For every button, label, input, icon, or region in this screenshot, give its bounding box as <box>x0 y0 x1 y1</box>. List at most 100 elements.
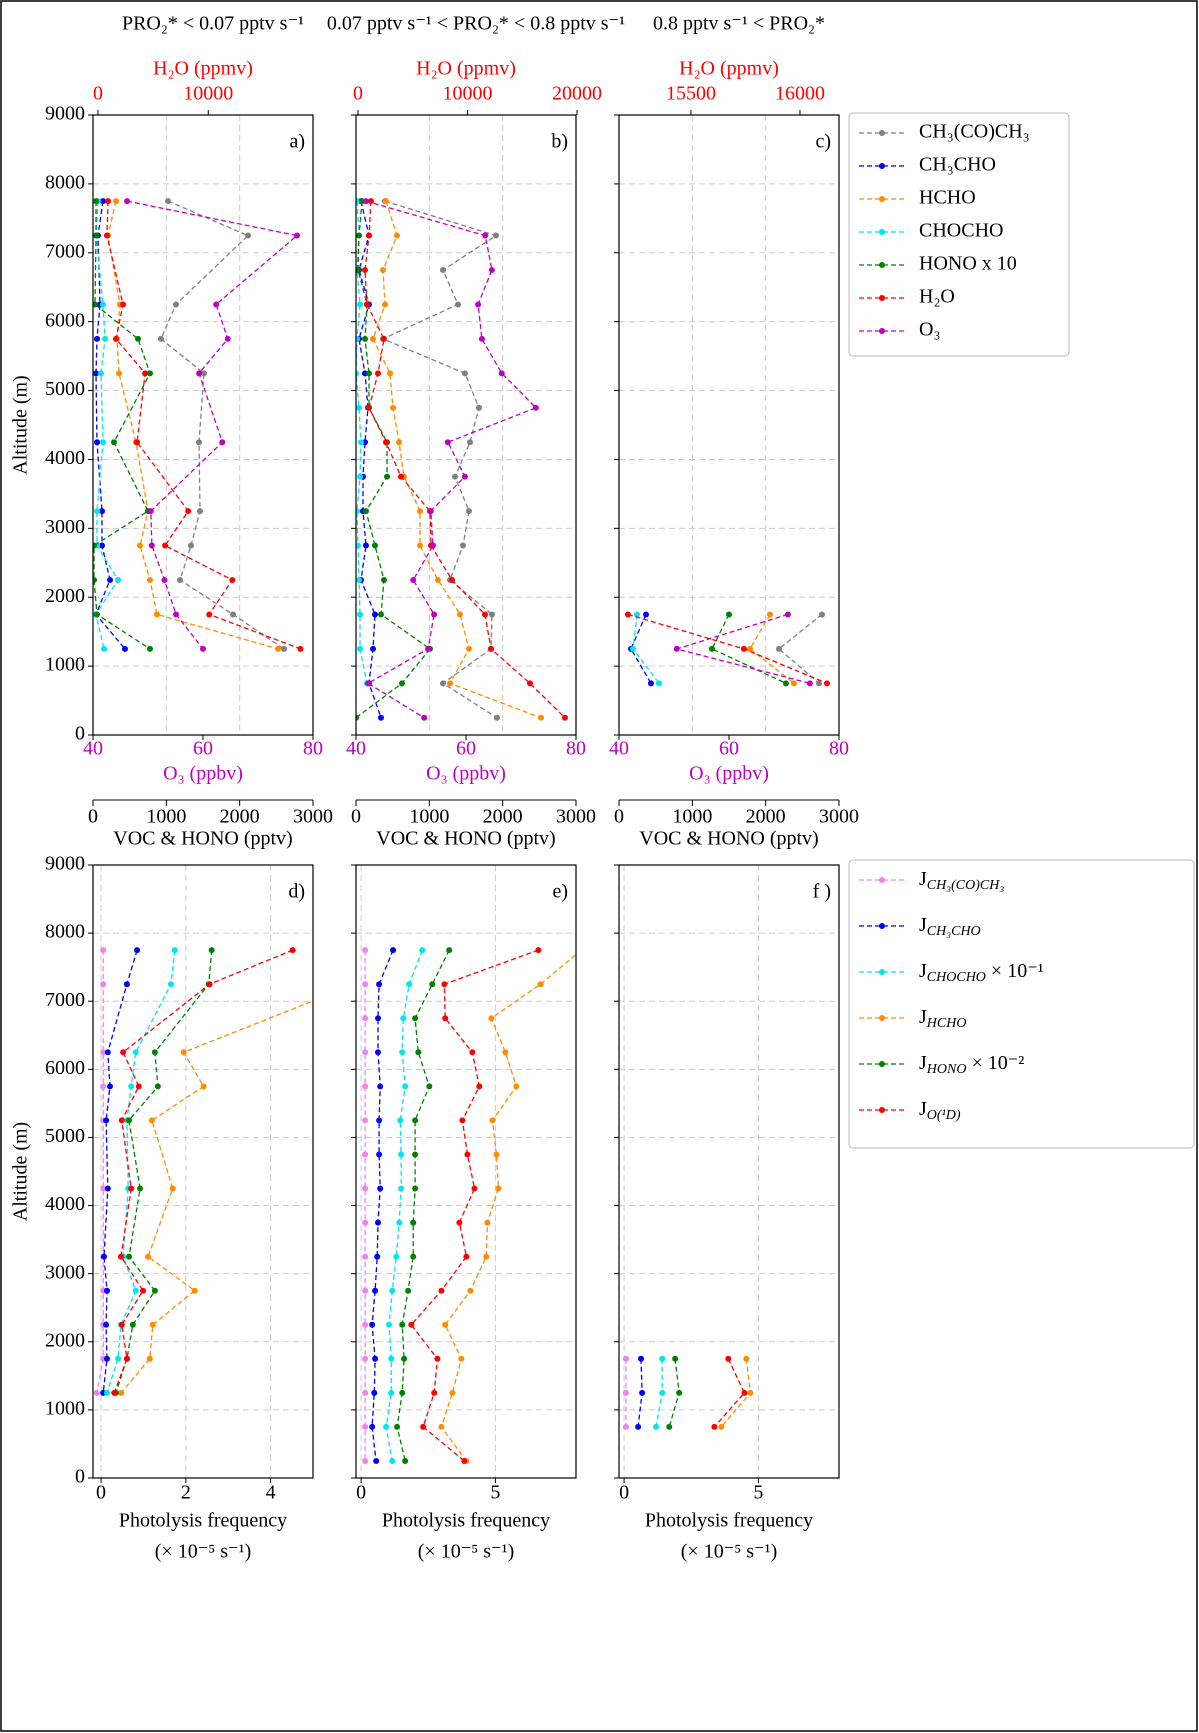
data-point <box>381 577 388 583</box>
y-axis-label: Altitude (m) <box>10 1122 32 1221</box>
x-tick-label: 1000 <box>672 806 712 828</box>
data-point <box>120 1049 127 1056</box>
series-line <box>381 200 498 719</box>
plot-frame <box>618 864 840 1479</box>
data-point <box>224 335 231 342</box>
data-point <box>146 645 153 652</box>
data-point <box>818 611 825 618</box>
plot-area <box>93 947 313 1396</box>
data-point <box>362 335 369 342</box>
legend-label: JHONO × 10⁻² <box>919 1052 1024 1078</box>
data-point <box>357 645 364 652</box>
data-point <box>672 1355 679 1362</box>
legend-label: CHOCHO <box>919 220 1003 242</box>
data-point <box>488 267 495 273</box>
data-point <box>94 611 101 618</box>
panel-label: d) <box>288 881 305 903</box>
data-point <box>647 680 654 687</box>
data-point <box>93 301 98 308</box>
data-point <box>128 1185 135 1192</box>
data-point <box>419 947 426 954</box>
data-point <box>173 611 180 618</box>
data-point <box>362 1321 369 1328</box>
data-point <box>99 301 106 308</box>
y-tick-label: 1000 <box>45 654 85 676</box>
x3-tick-label: 15500 <box>666 83 716 105</box>
panel: 0.07 pptv s⁻¹ < PRO₂* < 0.8 pptv s⁻¹ 0 100… <box>327 13 625 850</box>
data-point <box>103 1355 110 1362</box>
data-point <box>371 611 378 618</box>
data-point <box>132 1049 139 1056</box>
data-point <box>537 981 544 988</box>
panel-title: 0.07 pptv s⁻¹ < PRO₂* < 0.8 pptv s⁻¹ <box>327 13 625 35</box>
data-point <box>366 404 373 411</box>
series-line <box>126 200 299 650</box>
legend-label: H₂O <box>919 286 955 308</box>
x2-tick-label: 40 <box>83 738 103 760</box>
data-point <box>148 542 155 549</box>
data-point <box>375 1049 382 1056</box>
data-point <box>103 232 110 239</box>
data-point <box>653 1423 660 1430</box>
data-point <box>142 370 149 377</box>
data-point <box>123 1355 130 1362</box>
y-tick-label: 7000 <box>45 989 85 1011</box>
data-point <box>93 370 100 377</box>
data-point <box>362 1423 369 1430</box>
data-point <box>103 1287 110 1294</box>
data-point <box>410 577 417 583</box>
data-point <box>483 1253 490 1260</box>
data-point <box>426 1083 433 1090</box>
x3-tick-label: 16000 <box>775 83 825 105</box>
y-tick-label: 3000 <box>45 516 85 538</box>
data-point <box>117 1253 124 1260</box>
x3-axis-label: H₂O (ppmv) <box>416 58 516 80</box>
data-point <box>180 1049 187 1056</box>
data-point <box>431 611 438 618</box>
plot-frame <box>355 864 577 1479</box>
legend-label: O₃ <box>919 319 940 341</box>
data-point <box>434 577 441 583</box>
plot-area <box>356 198 568 721</box>
data-point <box>116 370 123 377</box>
data-point <box>430 542 436 549</box>
x-tick-label: 3000 <box>556 806 596 828</box>
y-tick-label: 1000 <box>45 1397 85 1419</box>
data-point <box>356 267 361 273</box>
data-point <box>383 1423 390 1430</box>
x2-tick-label: 60 <box>193 738 213 760</box>
data-point <box>371 542 378 549</box>
data-point <box>378 611 385 618</box>
data-point <box>410 1219 417 1226</box>
data-point <box>118 1321 125 1328</box>
data-point <box>148 1117 155 1124</box>
data-point <box>396 1219 403 1226</box>
x-tick-label: 0 <box>619 1482 629 1504</box>
data-point <box>444 439 451 446</box>
data-point <box>356 542 361 549</box>
data-point <box>146 577 153 583</box>
legend-label: CH₃CHO <box>919 154 996 176</box>
legend-marker <box>879 130 885 136</box>
data-point <box>134 947 141 954</box>
data-point <box>107 577 114 583</box>
panel: 0100020003000400050006000700080009000Alt… <box>10 13 1070 850</box>
data-point <box>622 1389 629 1396</box>
data-point <box>495 1185 502 1192</box>
data-point <box>356 714 359 721</box>
data-point <box>118 1117 125 1124</box>
data-point <box>137 1185 144 1192</box>
data-point <box>113 335 120 342</box>
series-line <box>711 614 787 684</box>
series-line <box>356 201 431 719</box>
data-point <box>366 232 373 239</box>
data-point <box>94 508 101 515</box>
data-point <box>459 542 466 549</box>
y-tick-label: 9000 <box>45 103 85 125</box>
data-point <box>469 1049 476 1056</box>
x-axis-label: Photolysis frequency <box>645 1510 813 1532</box>
data-point <box>399 1049 406 1056</box>
data-point <box>484 1219 491 1226</box>
data-point <box>740 645 747 652</box>
data-point <box>718 1423 725 1430</box>
